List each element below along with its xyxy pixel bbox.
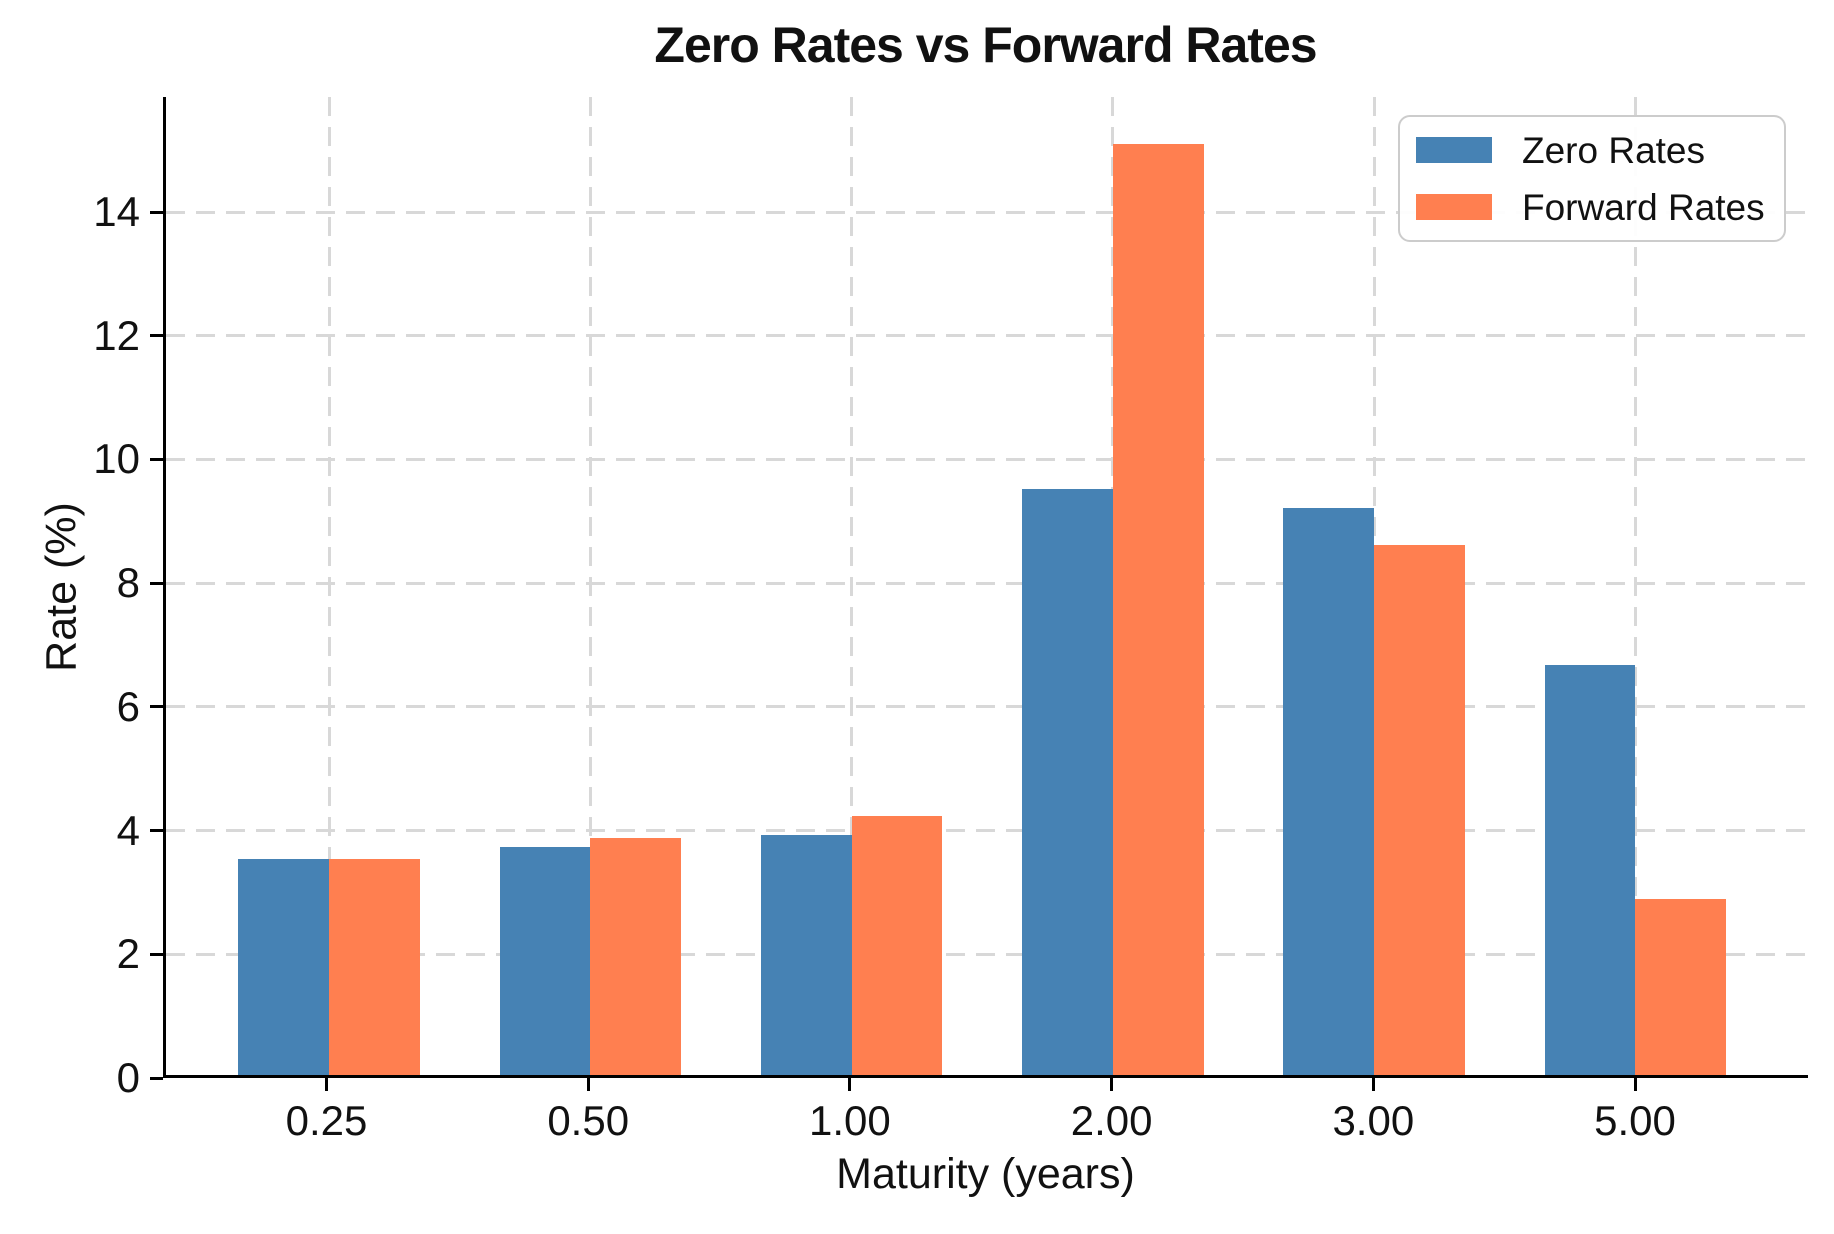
x-tick-3.00 xyxy=(1371,1078,1375,1091)
x-tick-2.00 xyxy=(1110,1078,1114,1091)
y-gridline-12 xyxy=(166,334,1808,338)
bar-forward-rates-2.00 xyxy=(1112,143,1204,1075)
grid-layer xyxy=(166,97,1808,1075)
legend-item-zero-rates: Zero Rates xyxy=(1416,132,1784,169)
y-gridline-14 xyxy=(166,210,1808,214)
y-tick-label-8: 8 xyxy=(116,559,140,607)
x-tick-0.25 xyxy=(325,1078,328,1091)
y-tick-0 xyxy=(150,1076,163,1080)
legend-swatch-forward-rates-icon xyxy=(1416,194,1492,220)
bar-forward-rates-1.00 xyxy=(851,816,943,1075)
bar-forward-rates-3.00 xyxy=(1374,544,1465,1075)
y-gridline-8 xyxy=(166,581,1808,585)
legend-label-zero-rates: Zero Rates xyxy=(1522,129,1706,171)
x-gridline-0.25 xyxy=(327,97,331,1075)
legend-label-forward-rates: Forward Rates xyxy=(1522,186,1765,228)
y-tick-10 xyxy=(150,457,163,461)
y-tick-label-0: 0 xyxy=(116,1054,140,1101)
y-tick-6 xyxy=(150,705,163,709)
y-gridline-6 xyxy=(166,705,1808,709)
x-tick-label-3.00: 3.00 xyxy=(1332,1097,1415,1144)
x-gridline-0.50 xyxy=(588,97,592,1075)
plot-area xyxy=(163,97,1808,1078)
bar-zero-rates-0.50 xyxy=(499,846,591,1075)
x-gridline-1.00 xyxy=(850,97,854,1075)
y-gridline-4 xyxy=(166,829,1808,833)
x-tick-label-0.50: 0.50 xyxy=(547,1097,630,1144)
y-gridline-10 xyxy=(166,457,1808,461)
x-tick-1.00 xyxy=(848,1078,852,1091)
x-tick-label-1.00: 1.00 xyxy=(809,1097,891,1144)
legend-swatch-zero-rates-icon xyxy=(1416,137,1492,163)
y-tick-label-4: 4 xyxy=(116,806,140,854)
y-tick-label-14: 14 xyxy=(93,188,140,236)
y-tick-2 xyxy=(150,952,163,956)
x-axis-label: Maturity (years) xyxy=(836,1150,1135,1198)
bar-zero-rates-0.25 xyxy=(238,859,330,1075)
bar-zero-rates-3.00 xyxy=(1283,507,1375,1075)
y-tick-label-12: 12 xyxy=(93,311,140,359)
bars-layer xyxy=(166,97,1808,1075)
y-tick-label-2: 2 xyxy=(116,930,140,978)
x-tick-label-0.25: 0.25 xyxy=(285,1097,368,1144)
bar-forward-rates-5.00 xyxy=(1635,899,1727,1075)
bar-zero-rates-1.00 xyxy=(760,834,852,1075)
x-tick-label-5.00: 5.00 xyxy=(1594,1097,1676,1144)
x-tick-5.00 xyxy=(1633,1078,1637,1091)
y-tick-8 xyxy=(150,581,163,585)
x-tick-label-2.00: 2.00 xyxy=(1070,1097,1153,1144)
x-tick-0.50 xyxy=(586,1078,590,1091)
legend-item-forward-rates: Forward Rates xyxy=(1416,189,1784,226)
bar-zero-rates-5.00 xyxy=(1544,664,1636,1075)
bar-forward-rates-0.25 xyxy=(329,859,421,1075)
x-gridline-5.00 xyxy=(1633,97,1637,1075)
y-gridline-2 xyxy=(166,952,1808,956)
y-tick-label-6: 6 xyxy=(116,682,140,730)
chart-title: Zero Rates vs Forward Rates xyxy=(654,17,1317,73)
y-tick-14 xyxy=(150,210,163,214)
y-axis-label: Rate (%) xyxy=(37,502,86,672)
legend: Zero Rates Forward Rates xyxy=(1398,115,1786,242)
y-tick-4 xyxy=(150,829,163,833)
y-tick-12 xyxy=(150,334,163,338)
bar-zero-rates-2.00 xyxy=(1022,489,1113,1075)
y-tick-label-10: 10 xyxy=(93,435,140,483)
bar-forward-rates-0.50 xyxy=(590,837,682,1075)
